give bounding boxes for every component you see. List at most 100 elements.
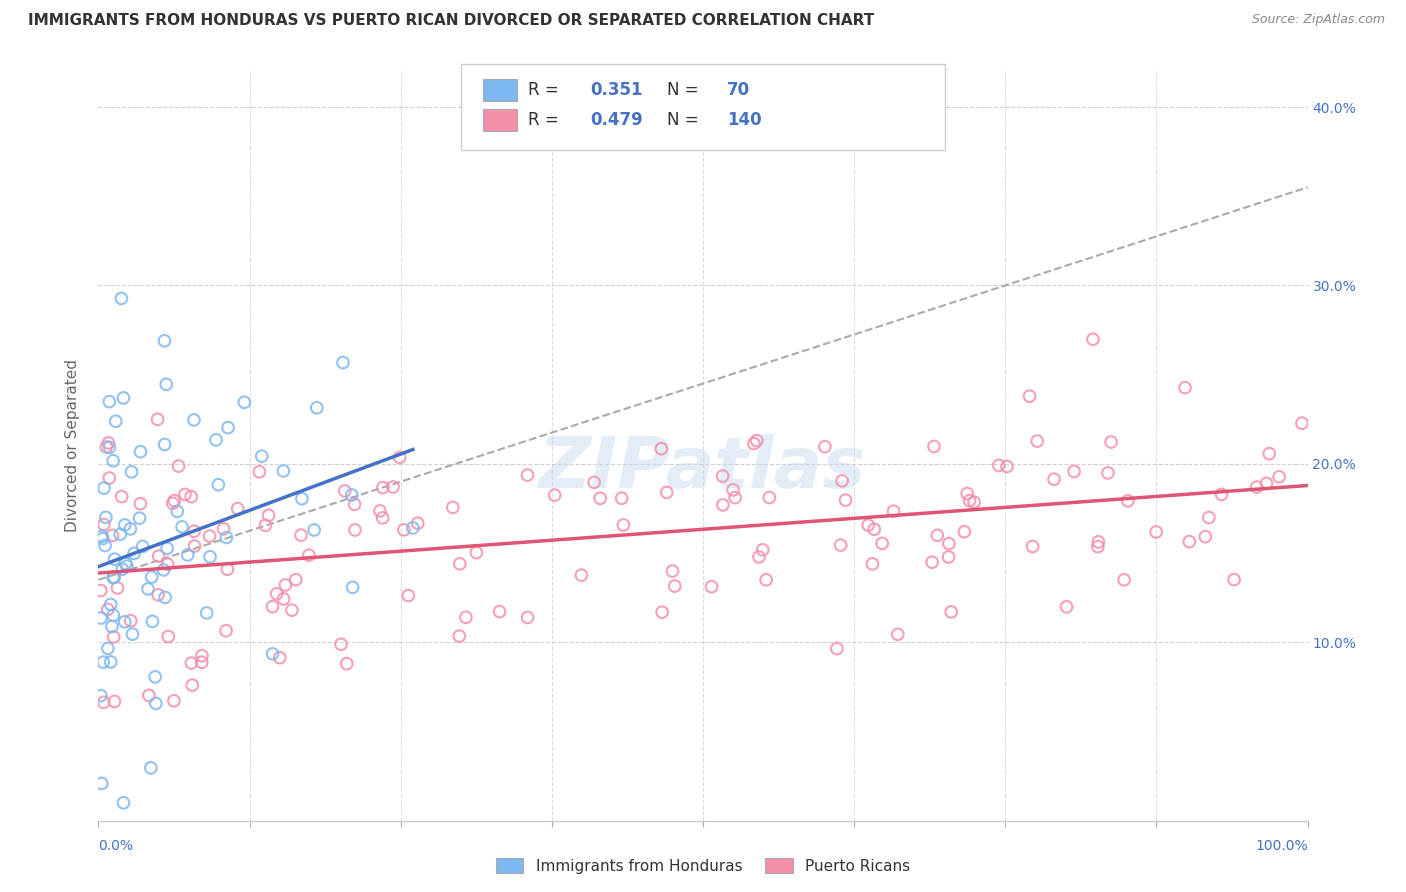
Point [870, 536, 893, 550]
Point [1097, 466, 1119, 480]
Point [96, 440, 118, 454]
Point [711, 469, 734, 483]
Point [103, 552, 125, 566]
Point [157, 630, 180, 644]
Text: N =: N = [666, 80, 699, 99]
Point [183, 524, 205, 539]
Point [1087, 540, 1109, 554]
Point [488, 605, 510, 619]
Point [90, 611, 112, 625]
Point [90, 776, 112, 790]
Point [814, 440, 837, 454]
Point [97, 436, 120, 450]
Y-axis label: Divorced or Separated: Divorced or Separated [65, 359, 80, 533]
Point [170, 520, 193, 534]
Text: 0.0%: 0.0% [98, 839, 134, 854]
Point [122, 546, 145, 560]
Point [98, 394, 121, 409]
Point [262, 647, 284, 661]
Point [368, 504, 391, 518]
Point [250, 449, 273, 463]
Text: 0.479: 0.479 [591, 111, 644, 128]
Point [153, 437, 176, 451]
Point [114, 518, 136, 533]
Point [195, 606, 218, 620]
Point [129, 444, 152, 458]
Point [1063, 465, 1085, 479]
Point [266, 587, 288, 601]
Point [217, 562, 239, 576]
Point [544, 488, 567, 502]
Point [651, 605, 673, 619]
Point [153, 334, 176, 348]
Point [751, 542, 773, 557]
Point [111, 490, 134, 504]
Point [98, 471, 121, 485]
Point [120, 522, 142, 536]
Point [101, 454, 124, 468]
Point [247, 465, 270, 479]
Point [139, 761, 162, 775]
Point [1043, 472, 1066, 486]
Point [103, 608, 125, 623]
Point [217, 420, 239, 434]
Point [269, 650, 291, 665]
Point [302, 523, 325, 537]
Point [664, 579, 686, 593]
Point [215, 531, 238, 545]
Point [198, 549, 221, 564]
Point [330, 637, 353, 651]
Point [155, 377, 177, 392]
Point [465, 546, 488, 560]
Point [94, 510, 117, 524]
Point [97, 641, 120, 656]
Point [1211, 487, 1233, 501]
Point [655, 485, 678, 500]
Point [959, 493, 981, 508]
Point [1026, 434, 1049, 449]
Point [183, 413, 205, 427]
Point [143, 670, 166, 684]
Point [333, 483, 356, 498]
Point [953, 524, 976, 539]
Point [1099, 435, 1122, 450]
Point [94, 539, 117, 553]
Point [110, 292, 132, 306]
Point [830, 538, 852, 552]
Point [963, 495, 986, 509]
Point [103, 570, 125, 584]
Point [167, 458, 190, 473]
Point [104, 414, 127, 428]
Point [1081, 332, 1104, 346]
Point [721, 483, 744, 497]
Point [343, 497, 366, 511]
Point [371, 511, 394, 525]
Point [156, 541, 179, 556]
Point [856, 518, 879, 533]
Point [257, 508, 280, 523]
Point [396, 589, 419, 603]
Point [205, 433, 228, 447]
Point [153, 591, 176, 605]
Point [198, 529, 221, 543]
Point [183, 539, 205, 553]
Point [93, 517, 115, 532]
Point [927, 528, 949, 542]
Point [91, 655, 114, 669]
Point [100, 655, 122, 669]
Point [114, 615, 136, 629]
Point [180, 490, 202, 504]
Point [1223, 573, 1246, 587]
Point [207, 477, 229, 491]
Point [1246, 480, 1268, 494]
Point [938, 549, 960, 564]
Point [758, 491, 780, 505]
Point [610, 491, 633, 506]
Point [226, 501, 249, 516]
Point [1018, 389, 1040, 403]
Point [612, 518, 634, 533]
Point [516, 610, 538, 624]
Point [254, 518, 277, 533]
Point [1258, 447, 1281, 461]
Point [941, 605, 963, 619]
